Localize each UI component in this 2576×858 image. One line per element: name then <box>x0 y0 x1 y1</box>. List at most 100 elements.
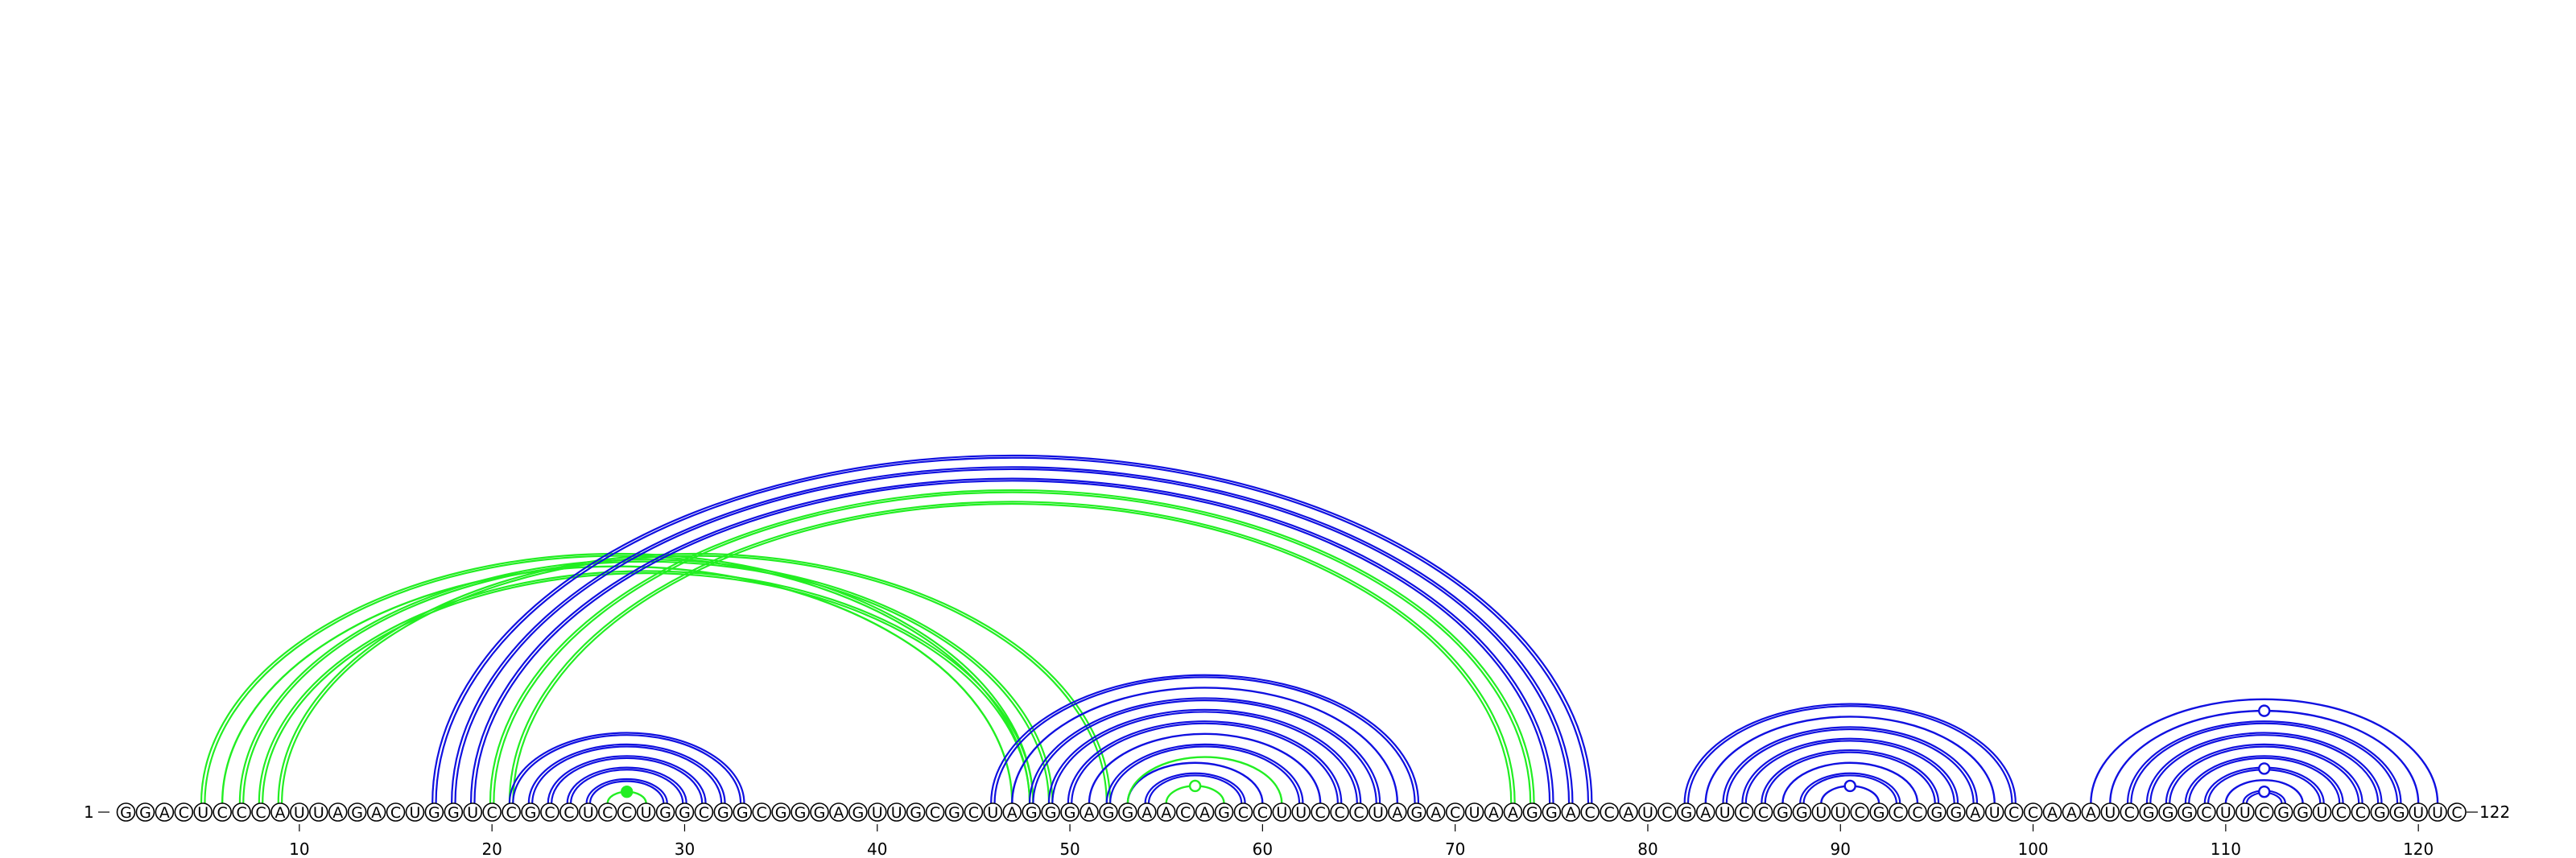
nucleotide-circle <box>617 802 637 822</box>
nucleotide: C <box>925 802 945 822</box>
arc-stroke <box>2184 755 2344 804</box>
nucleotide: U <box>193 802 213 822</box>
nucleotide: C <box>617 802 637 822</box>
nucleotide-letter: U <box>1373 804 1384 822</box>
nucleotide-circle <box>1600 802 1619 822</box>
nucleotide-circle <box>559 802 579 822</box>
nucleotide-circle <box>1908 802 1927 822</box>
arc-stroke <box>238 559 1054 804</box>
nucleotide: C <box>1233 802 1253 822</box>
nucleotide-circle <box>752 802 771 822</box>
nucleotide-circle <box>1946 802 1966 822</box>
nucleotide-letter: C <box>1893 804 1903 822</box>
nucleotide: G <box>1118 802 1137 822</box>
nucleotide: C <box>597 802 617 822</box>
tick-label: 30 <box>675 839 695 858</box>
nucleotide-circle <box>2158 802 2178 822</box>
nucleotide-circle <box>906 802 926 822</box>
nucleotide: G <box>2139 802 2158 822</box>
blue-base-pair-arc <box>1028 697 1381 804</box>
nucleotide-letter: G <box>852 804 864 822</box>
arc-stroke <box>2126 720 2402 804</box>
sequence-end-label: 122 <box>2479 802 2510 822</box>
nucleotide-letter: C <box>506 804 516 822</box>
nucleotide: A <box>1195 802 1215 822</box>
blue-base-pair-arc <box>1799 772 1901 804</box>
nucleotide-circle <box>424 802 444 822</box>
ticks-layer: 10 20 30 40 50 60 70 80 90 100 110 120 <box>289 824 2434 858</box>
nucleotide-circle <box>1927 802 1946 822</box>
nucleotide-circle <box>2235 802 2255 822</box>
nucleotide: G <box>2178 802 2197 822</box>
arc-stroke <box>277 552 1112 804</box>
nucleotide-circle <box>328 802 348 822</box>
arc-stroke <box>1011 687 1399 804</box>
nucleotide-letter: C <box>564 804 574 822</box>
nucleotide: U <box>1715 802 1735 822</box>
nucleotide-circle <box>1792 802 1812 822</box>
nucleotide-letter: U <box>1815 804 1827 822</box>
nucleotide: G <box>1869 802 1889 822</box>
nucleotide-letter: G <box>448 804 460 822</box>
arc-stroke <box>489 489 1535 804</box>
nucleotide-circle <box>2447 802 2467 822</box>
tick-label: 100 <box>2017 839 2048 858</box>
pair-marker-dot <box>1843 779 1856 793</box>
nucleotide-circle <box>1753 802 1773 822</box>
nucleotide-circle <box>848 802 868 822</box>
nucleotide-letter: G <box>659 804 671 822</box>
nucleotide-circle <box>366 802 386 822</box>
nucleotide: C <box>251 802 270 822</box>
nucleotide: C <box>386 802 406 822</box>
nucleotide-circle <box>1388 802 1407 822</box>
nucleotide: G <box>116 802 136 822</box>
nucleotide: A <box>1137 802 1157 822</box>
arc-stroke <box>1028 697 1381 804</box>
arc-stroke <box>569 769 684 804</box>
nucleotide: C <box>1753 802 1773 822</box>
nucleotide-letter: G <box>2374 804 2386 822</box>
nucleotide-circle <box>2273 802 2293 822</box>
nucleotide-circle <box>232 802 251 822</box>
nucleotide: G <box>848 802 868 822</box>
nucleotide: U <box>2428 802 2447 822</box>
nucleotide-letter: C <box>1585 804 1596 822</box>
nucleotide: G <box>1060 802 1080 822</box>
nucleotide-letter: C <box>217 804 228 822</box>
nucleotide: A <box>829 802 848 822</box>
nucleotide-letter: C <box>1334 804 1344 822</box>
nucleotide: G <box>444 802 464 822</box>
nucleotide-circle <box>1118 802 1137 822</box>
arc-stroke <box>1144 772 1246 804</box>
nucleotide: C <box>1734 802 1754 822</box>
arc-stroke <box>2090 698 2439 804</box>
nucleotide-letter: A <box>1700 804 1711 822</box>
nucleotide-circle <box>810 802 829 822</box>
nucleotide: G <box>1677 802 1696 822</box>
nucleotide-letter: C <box>602 804 613 822</box>
green-base-pair-arc <box>508 501 1516 804</box>
nucleotide-circle <box>1080 802 1099 822</box>
nucleotide-letter: G <box>1777 804 1789 822</box>
nucleotide-letter: U <box>467 804 478 822</box>
arc-stroke <box>1741 737 1959 804</box>
nucleotide: C <box>1311 802 1330 822</box>
nucleotide: C <box>232 802 251 822</box>
nucleotide-letter: A <box>159 804 170 822</box>
arc-stroke <box>551 757 704 804</box>
nucleotide-letter: A <box>2086 804 2096 822</box>
nucleotide-circle <box>213 802 232 822</box>
nucleotide-circle <box>597 802 617 822</box>
nucleotide: G <box>2293 802 2313 822</box>
nucleotide-letter: U <box>891 804 902 822</box>
nucleotide: G <box>1792 802 1812 822</box>
nucleotide-letter: G <box>1218 804 1230 822</box>
arc-stroke <box>281 555 1108 804</box>
nucleotide-letter: A <box>1084 804 1095 822</box>
arc-stroke <box>1126 756 1283 804</box>
arc-stroke <box>993 676 1416 804</box>
nucleotide-letter: C <box>699 804 709 822</box>
blue-base-pair-arc <box>2184 755 2344 804</box>
nucleotide-letter: G <box>120 804 132 822</box>
nucleotide-circle <box>2216 802 2235 822</box>
